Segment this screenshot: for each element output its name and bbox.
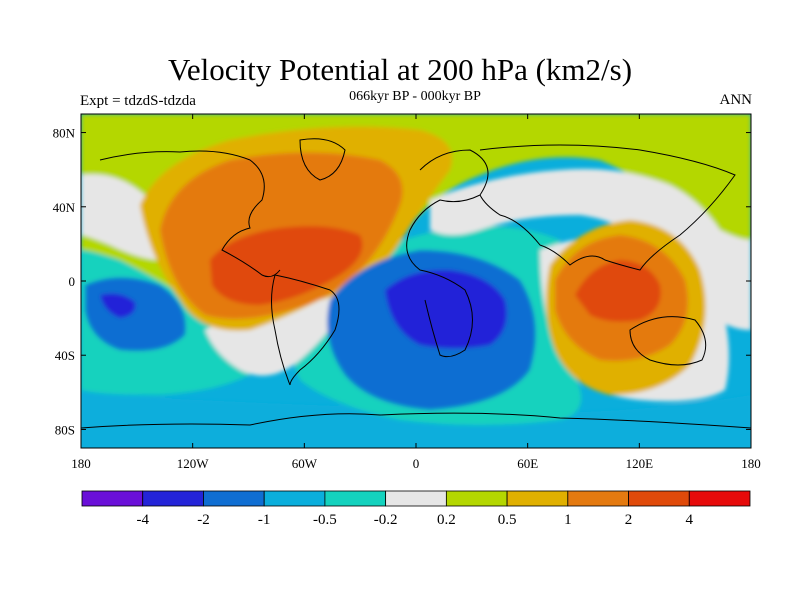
colorbar-swatch bbox=[324, 490, 387, 507]
colorbar-label: -0.2 bbox=[374, 512, 398, 528]
x-tick-label: 180 bbox=[71, 456, 91, 471]
colorbar-label: 2 bbox=[625, 512, 633, 528]
map-title: Velocity Potential at 200 hPa (km2/s) bbox=[167, 52, 633, 87]
colorbar-swatch bbox=[203, 490, 265, 507]
x-tick-label: 180 bbox=[741, 456, 761, 471]
colorbar-swatch bbox=[688, 490, 751, 507]
y-tick-label: 80S bbox=[55, 422, 75, 437]
y-tick-label: 80N bbox=[53, 126, 76, 141]
colorbar-swatch bbox=[385, 490, 447, 507]
y-tick-label: 40N bbox=[53, 200, 76, 215]
experiment-label: Expt = tdzdS-tdzda bbox=[80, 93, 196, 109]
colorbar-label: 0.5 bbox=[498, 512, 517, 528]
colorbar-label: -0.5 bbox=[313, 512, 337, 528]
tick-marks bbox=[80, 114, 752, 448]
x-tick-label: 60W bbox=[292, 456, 318, 471]
colorbar-label: 1 bbox=[564, 512, 572, 528]
contour-field bbox=[81, 114, 751, 448]
colorbar-swatch bbox=[263, 490, 326, 507]
colorbar-swatch bbox=[567, 490, 629, 507]
colorbar-label: 4 bbox=[686, 512, 694, 528]
colorbar-swatch bbox=[506, 490, 569, 507]
y-tick-label: 40S bbox=[55, 348, 75, 363]
y-tick-label: 0 bbox=[69, 274, 76, 289]
coastlines bbox=[81, 138, 751, 429]
x-tick-label: 120E bbox=[626, 456, 654, 471]
x-tick-label: 120W bbox=[177, 456, 210, 471]
colorbar-swatch bbox=[142, 490, 204, 507]
x-tick-label: 0 bbox=[413, 456, 420, 471]
x-axis-ticks: 180 120W 60W 0 60E 120E 180 bbox=[71, 456, 761, 471]
map-subtitle: 066kyr BP - 000kyr BP bbox=[349, 89, 481, 104]
colorbar-label: 0.2 bbox=[437, 512, 456, 528]
colorbar: -4 -2 -1 -0.5 -0.2 0.2 0.5 1 2 4 bbox=[81, 490, 751, 528]
colorbar-swatch bbox=[81, 490, 144, 507]
colorbar-label: -1 bbox=[258, 512, 271, 528]
y-axis-ticks: 80N 40N 0 40S 80S bbox=[53, 126, 76, 438]
colorbar-swatch bbox=[445, 490, 508, 507]
colorbar-swatch bbox=[628, 490, 690, 507]
x-tick-label: 60E bbox=[517, 456, 538, 471]
colorbar-label: -4 bbox=[136, 512, 149, 528]
season-label: ANN bbox=[719, 92, 753, 108]
colorbar-label: -2 bbox=[197, 512, 210, 528]
